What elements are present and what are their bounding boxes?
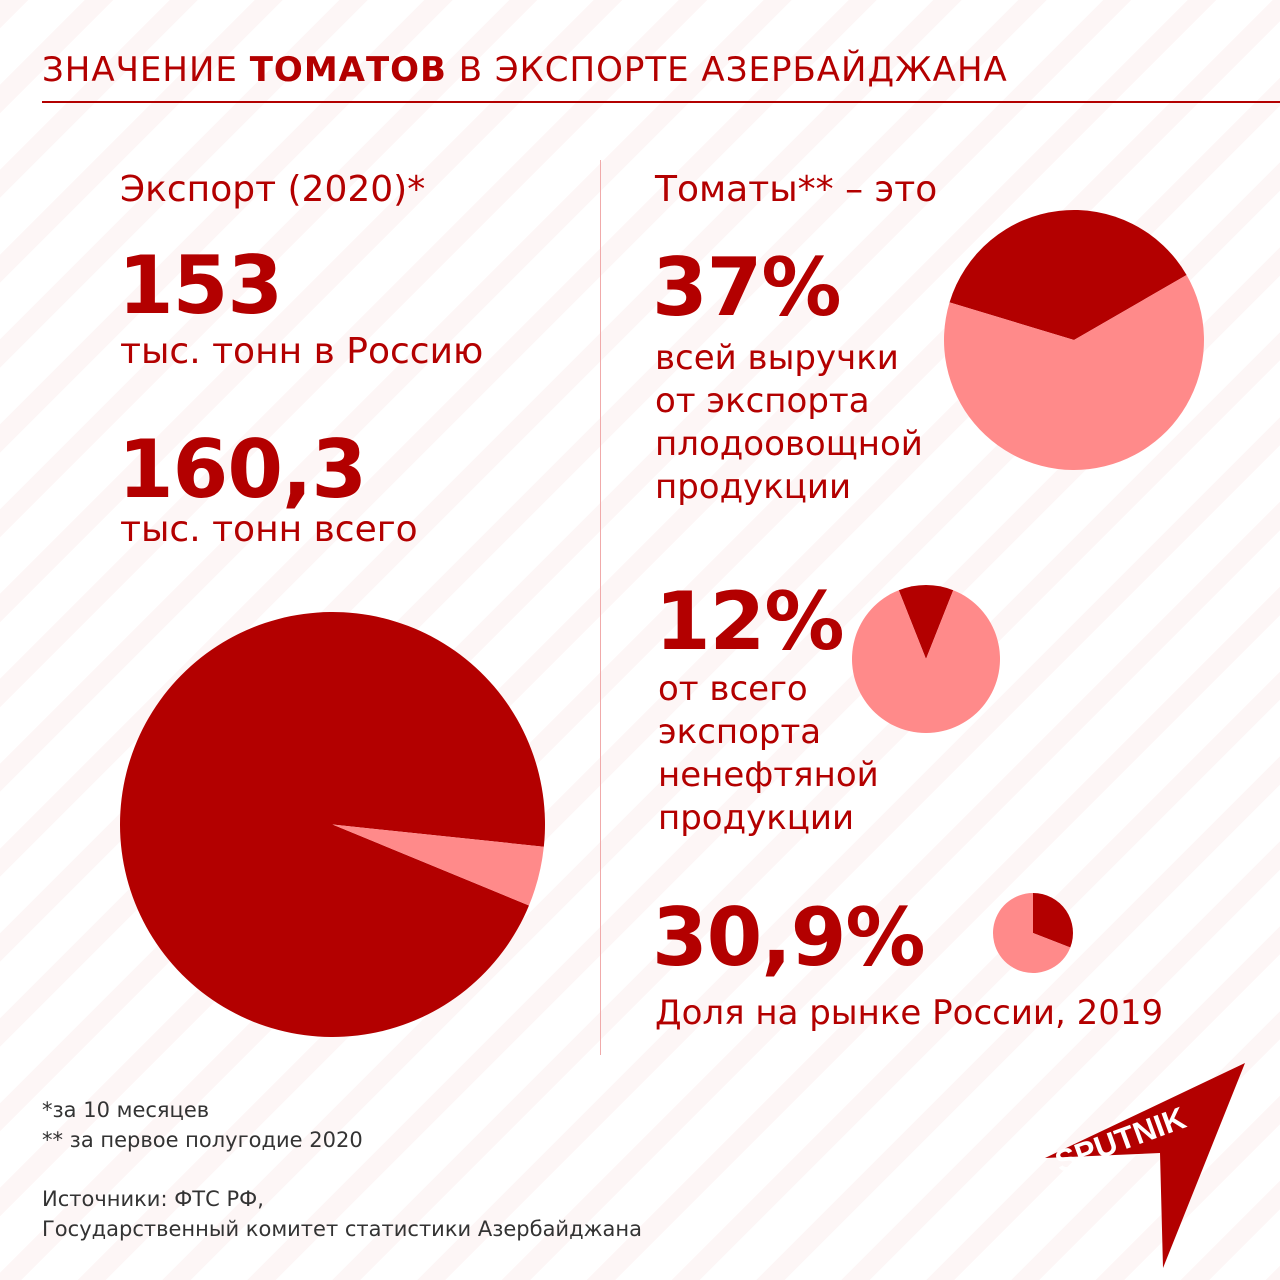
revenue-share-pie-slice-highlight: [949, 210, 1187, 340]
revenue-share-line: всей выручки: [655, 338, 899, 378]
export-heading: Экспорт (2020)*: [120, 169, 426, 210]
sputnik-logo: SPUTNIK: [1045, 1063, 1245, 1268]
sputnik-logo-shape: [1045, 1063, 1245, 1268]
nonoil-share-line: ненефтяной: [658, 755, 879, 795]
revenue-share-pie: [944, 210, 1204, 471]
revenue-share-pie-slice-rest: [944, 275, 1204, 471]
revenue-share-line: от экспорта: [655, 381, 870, 421]
nonoil-share-line: от всего: [658, 669, 808, 709]
nonoil-share-pie-slice-rest: [852, 590, 1000, 733]
market-share-pie-slice-rest: [993, 893, 1071, 973]
sources-line-2: Государственный комитет статистики Азерб…: [42, 1217, 642, 1241]
footnote-2: ** за первое полугодие 2020: [42, 1128, 363, 1152]
nonoil-share-value: 12%: [655, 575, 844, 668]
market-share-desc: Доля на рынке России, 2019: [655, 992, 1163, 1035]
sources-line-1: Источники: ФТС РФ,: [42, 1187, 264, 1211]
export-pie: [120, 612, 545, 1037]
title-bold: ТОМАТОВ: [249, 50, 447, 90]
column-divider: [600, 160, 601, 1055]
tomatoes-heading: Томаты** – это: [655, 169, 938, 210]
russia-export-value: 153: [118, 239, 283, 332]
nonoil-share-pie-slice-highlight: [898, 585, 954, 659]
revenue-share-line: продукции: [655, 467, 852, 507]
nonoil-share-desc: от всего экспорта ненефтяной продукции: [658, 668, 879, 840]
title-part-1: ЗНАЧЕНИЕ: [42, 50, 250, 90]
russia-export-label: тыс. тонн в Россию: [120, 331, 484, 372]
market-share-pie-slice-highlight: [1033, 893, 1073, 948]
revenue-share-value: 37%: [652, 241, 841, 334]
title-part-2: В ЭКСПОРТЕ АЗЕРБАЙДЖАНА: [446, 50, 1008, 90]
nonoil-share-line: продукции: [658, 798, 855, 838]
revenue-share-desc: всей выручки от экспорта плодоовощной пр…: [655, 337, 923, 509]
market-share-line: Доля на рынке России, 2019: [655, 993, 1164, 1033]
total-export-value: 160,3: [118, 423, 367, 516]
nonoil-share-line: экспорта: [658, 712, 822, 752]
nonoil-share-pie: [852, 585, 1000, 733]
market-share-pie: [993, 893, 1073, 973]
revenue-share-line: плодоовощной: [655, 424, 923, 464]
export-pie-slice-rest: [332, 824, 544, 906]
footnote-1: *за 10 месяцев: [42, 1098, 210, 1122]
title-rule: [42, 101, 1280, 103]
market-share-value: 30,9%: [652, 891, 926, 984]
page-title: ЗНАЧЕНИЕ ТОМАТОВ В ЭКСПОРТЕ АЗЕРБАЙДЖАНА: [42, 50, 1008, 90]
total-export-label: тыс. тонн всего: [120, 509, 418, 550]
